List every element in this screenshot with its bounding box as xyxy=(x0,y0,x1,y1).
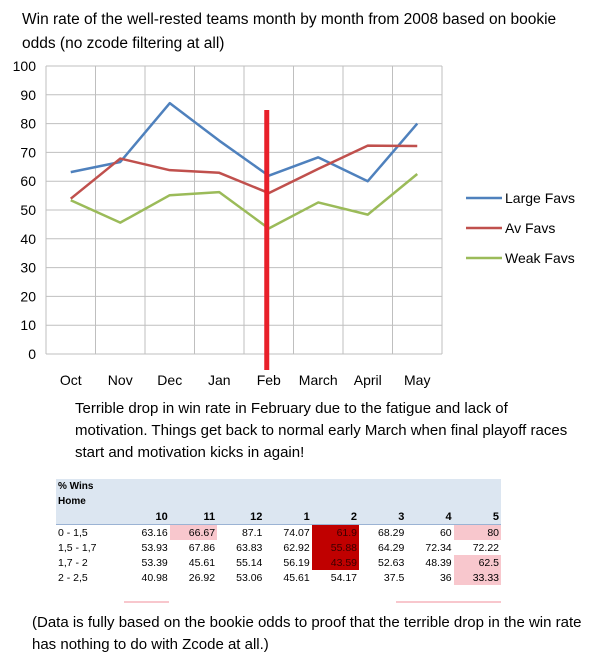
y-tick-label: 60 xyxy=(20,173,36,189)
legend-label: Av Favs xyxy=(505,220,555,236)
row-label: 0 - 1,5 xyxy=(56,524,123,540)
chart-title: Win rate of the well-rested teams month … xyxy=(22,11,557,52)
table-row: 2 - 2,5 40.98 26.92 53.06 45.61 54.17 37.5 36 33… xyxy=(56,570,501,585)
line-chart: 0 10 20 30 40 50 60 70 80 90 100 Oct Nov Dec Jan Feb Ma… xyxy=(13,58,575,388)
table-cell: 66.67 xyxy=(169,524,218,540)
table-cell: 53.39 xyxy=(141,556,168,569)
table-title: % Wins xyxy=(56,479,501,494)
table-cell: 63.83 xyxy=(236,541,263,554)
row-label: 1,5 - 1,7 xyxy=(58,541,97,554)
table-cell: 74.07 xyxy=(264,524,312,540)
x-tick-label: Nov xyxy=(108,372,133,388)
row-label: 1,7 - 2 xyxy=(58,556,88,569)
wins-table: % Wins Home 10 11 12 1 2 3 4 5 0 - 1,5 63.16 66.6… xyxy=(56,479,501,585)
table-cell: 33.33 xyxy=(453,570,501,585)
table-cell: 37.5 xyxy=(383,571,405,584)
y-tick-label: 80 xyxy=(20,116,36,132)
table-cell: 68.29 xyxy=(359,524,407,540)
column-header: 2 xyxy=(311,509,360,525)
x-tick-label: May xyxy=(404,372,430,388)
y-tick-label: 50 xyxy=(20,202,36,218)
table-cell: 43.59 xyxy=(311,555,360,570)
y-tick-label: 10 xyxy=(20,317,36,333)
y-tick-label: 100 xyxy=(13,58,37,74)
table-cell: 87.1 xyxy=(217,524,265,540)
legend: Large Favs Av Favs Weak Favs xyxy=(466,190,575,266)
table-row: 1,7 - 2 53.39 45.61 55.14 56.19 43.59 52.63 48.… xyxy=(56,555,501,570)
table-cell: 61.9 xyxy=(311,524,360,540)
win-rate-table: % Wins Home 10 11 12 1 2 3 4 5 0 - 1,5 63.16 66.6… xyxy=(56,479,501,603)
column-header: 5 xyxy=(453,509,501,525)
x-tick-label: Feb xyxy=(257,372,281,388)
column-header: 1 xyxy=(264,509,312,525)
y-axis-ticks: 0 10 20 30 40 50 60 70 80 90 100 xyxy=(13,58,37,362)
series-line-weak-favs xyxy=(70,173,419,230)
table-cell: 56.19 xyxy=(283,556,310,569)
table-row: 0 - 1,5 63.16 66.67 87.1 74.07 61.9 68.29 60 80 xyxy=(56,524,501,540)
x-tick-label: March xyxy=(299,372,338,388)
legend-label: Weak Favs xyxy=(505,250,575,266)
table-cell: 53.06 xyxy=(236,571,263,584)
corner-cell xyxy=(56,509,123,525)
gridlines xyxy=(45,65,443,355)
table-cell: 60 xyxy=(406,524,454,540)
y-tick-label: 70 xyxy=(20,144,36,160)
row-label: 2 - 2,5 xyxy=(58,571,88,584)
underline-1 xyxy=(124,601,169,603)
y-tick-label: 90 xyxy=(20,87,36,103)
column-header: 12 xyxy=(217,509,265,525)
legend-label: Large Favs xyxy=(505,190,575,206)
y-tick-label: 40 xyxy=(20,231,36,247)
x-tick-label: Dec xyxy=(157,372,182,388)
table-cell: 40.98 xyxy=(141,571,168,584)
table-cell: 67.86 xyxy=(188,541,216,554)
series-line-large-favs xyxy=(70,101,419,183)
column-header: 11 xyxy=(169,509,218,525)
annotation-note: Terrible drop in win rate in February du… xyxy=(75,400,568,461)
column-header: 10 xyxy=(122,509,170,525)
underline-2 xyxy=(396,601,501,603)
x-tick-label: Jan xyxy=(208,372,231,388)
table-cell: 72.22 xyxy=(472,541,499,554)
column-header-row: 10 11 12 1 2 3 4 5 xyxy=(56,509,501,525)
table-cell: 63.16 xyxy=(122,524,170,540)
table-cell: 72.34 xyxy=(425,541,452,554)
table-subtitle: Home xyxy=(56,494,501,509)
table-cell: 62.5 xyxy=(453,555,501,570)
table-cell: 80 xyxy=(453,524,501,540)
y-tick-label: 30 xyxy=(20,260,36,276)
table-cell: 55.88 xyxy=(311,540,360,555)
table-cell: 45.61 xyxy=(283,571,310,584)
footnote: (Data is fully based on the bookie odds … xyxy=(32,614,582,653)
table-cell: 64.29 xyxy=(378,541,405,554)
table-row: 1,5 - 1,7 53.93 67.86 63.83 62.92 55.88 64.29 7… xyxy=(56,540,501,555)
table-cell: 36 xyxy=(439,571,452,584)
table-cell: 48.39 xyxy=(425,556,452,569)
table-cell: 54.17 xyxy=(330,571,358,584)
x-tick-label: April xyxy=(354,372,382,388)
column-header: 4 xyxy=(406,509,454,525)
y-tick-label: 20 xyxy=(20,288,36,304)
column-header: 3 xyxy=(359,509,407,525)
x-tick-label: Oct xyxy=(60,372,82,388)
table-cell: 52.63 xyxy=(378,556,405,569)
series-line-av-favs xyxy=(69,144,418,200)
y-tick-label: 0 xyxy=(28,346,36,362)
table-cell: 55.14 xyxy=(236,556,263,569)
x-axis-ticks: Oct Nov Dec Jan Feb March April May xyxy=(60,372,431,388)
series-lines xyxy=(69,101,419,230)
table-cell: 45.61 xyxy=(188,556,216,569)
table-cell: 62.92 xyxy=(283,541,310,554)
table-cell: 53.93 xyxy=(141,541,168,554)
table-cell: 26.92 xyxy=(188,571,216,584)
